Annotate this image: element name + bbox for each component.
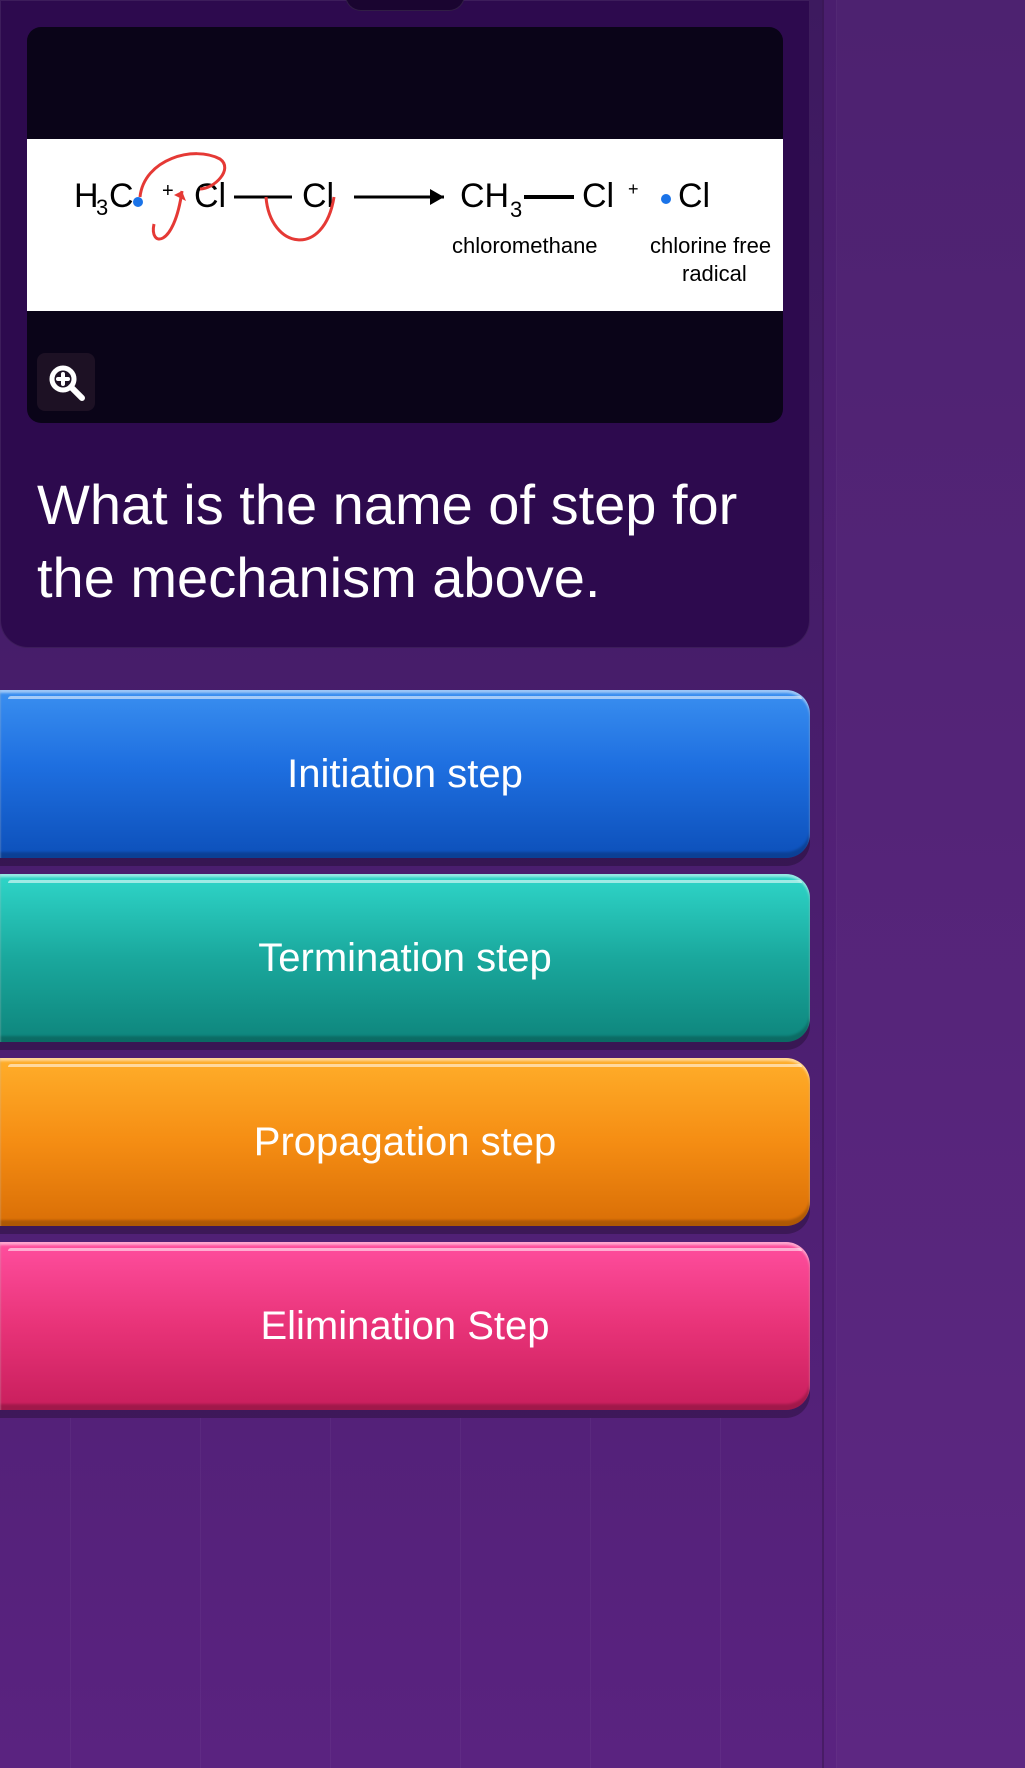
answer-label: Termination step (258, 936, 551, 981)
zoom-in-icon (46, 362, 86, 402)
svg-text:Cl: Cl (678, 177, 710, 215)
top-indicator-pill (345, 0, 465, 11)
right-edge-panel-inner (836, 0, 1025, 1768)
answer-option-2[interactable]: Propagation step (0, 1058, 810, 1226)
answer-option-0[interactable]: Initiation step (0, 690, 810, 858)
answer-list: Initiation step Termination step Propaga… (0, 690, 810, 1426)
svg-text:Cl: Cl (302, 177, 334, 215)
product-label: chloromethane (452, 233, 598, 258)
svg-text:H: H (74, 177, 99, 215)
svg-text:Cl: Cl (582, 177, 614, 215)
svg-text:3: 3 (96, 195, 108, 220)
svg-text:C: C (109, 177, 134, 215)
bg-gridline (590, 1418, 591, 1768)
quiz-screen: H 3 C + Cl Cl (0, 0, 1025, 1768)
question-card: H 3 C + Cl Cl (0, 0, 810, 648)
bg-gridline (200, 1418, 201, 1768)
answer-label: Propagation step (254, 1120, 556, 1165)
svg-text:CH: CH (460, 177, 509, 215)
answer-label: Initiation step (287, 752, 523, 797)
answer-option-1[interactable]: Termination step (0, 874, 810, 1042)
question-image-container: H 3 C + Cl Cl (27, 27, 783, 423)
zoom-button[interactable] (37, 353, 95, 411)
reaction-svg: H 3 C + Cl Cl (27, 139, 783, 311)
radical-label-2: radical (682, 261, 747, 286)
bg-gridline (70, 1418, 71, 1768)
svg-text:+: + (162, 180, 174, 202)
svg-text:Cl: Cl (194, 177, 226, 215)
chemistry-diagram: H 3 C + Cl Cl (27, 139, 783, 311)
question-text: What is the name of step for the mechani… (1, 423, 809, 615)
answer-label: Elimination Step (260, 1304, 549, 1349)
svg-text:+: + (628, 179, 639, 199)
answer-option-3[interactable]: Elimination Step (0, 1242, 810, 1410)
bg-gridline (330, 1418, 331, 1768)
radical-label-1: chlorine free (650, 233, 771, 258)
bg-gridline (720, 1418, 721, 1768)
bg-gridline (460, 1418, 461, 1768)
svg-text:3: 3 (510, 197, 522, 222)
